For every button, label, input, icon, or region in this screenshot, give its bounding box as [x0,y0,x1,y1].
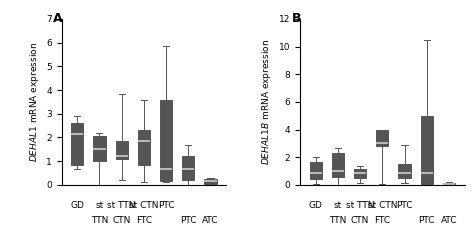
Y-axis label: $\it{DEHAL1B}$ mRNA expression: $\it{DEHAL1B}$ mRNA expression [260,39,273,165]
Text: ATC: ATC [202,216,219,225]
PathPatch shape [354,169,366,178]
PathPatch shape [332,153,344,177]
Text: GD: GD [309,201,323,210]
PathPatch shape [138,130,150,165]
PathPatch shape [399,164,410,178]
PathPatch shape [310,162,322,179]
Text: TTN: TTN [329,216,346,225]
PathPatch shape [93,136,106,161]
Text: st CTN: st CTN [129,201,159,210]
Text: st TTN: st TTN [346,201,374,210]
Text: PTC: PTC [180,216,197,225]
Text: st: st [95,201,103,210]
Text: CTN: CTN [112,216,131,225]
PathPatch shape [182,156,194,180]
Text: FTC: FTC [374,216,391,225]
Text: PTC: PTC [419,216,435,225]
PathPatch shape [443,183,455,185]
Text: st TTN: st TTN [108,201,136,210]
Text: ATC: ATC [441,216,457,225]
Text: CTN: CTN [351,216,369,225]
PathPatch shape [71,123,83,165]
Text: TTN: TTN [91,216,108,225]
PathPatch shape [160,100,172,181]
Text: A: A [54,12,63,25]
Text: PTC: PTC [158,201,174,210]
Text: PTC: PTC [396,201,413,210]
Text: st CTN: st CTN [367,201,397,210]
Text: FTC: FTC [136,216,152,225]
Text: st: st [334,201,342,210]
PathPatch shape [116,141,128,159]
PathPatch shape [204,179,217,184]
PathPatch shape [376,130,388,146]
PathPatch shape [420,116,433,184]
Text: B: B [292,12,301,25]
Text: GD: GD [70,201,84,210]
Y-axis label: $\it{DEHAL1}$ mRNA expression: $\it{DEHAL1}$ mRNA expression [27,42,41,162]
